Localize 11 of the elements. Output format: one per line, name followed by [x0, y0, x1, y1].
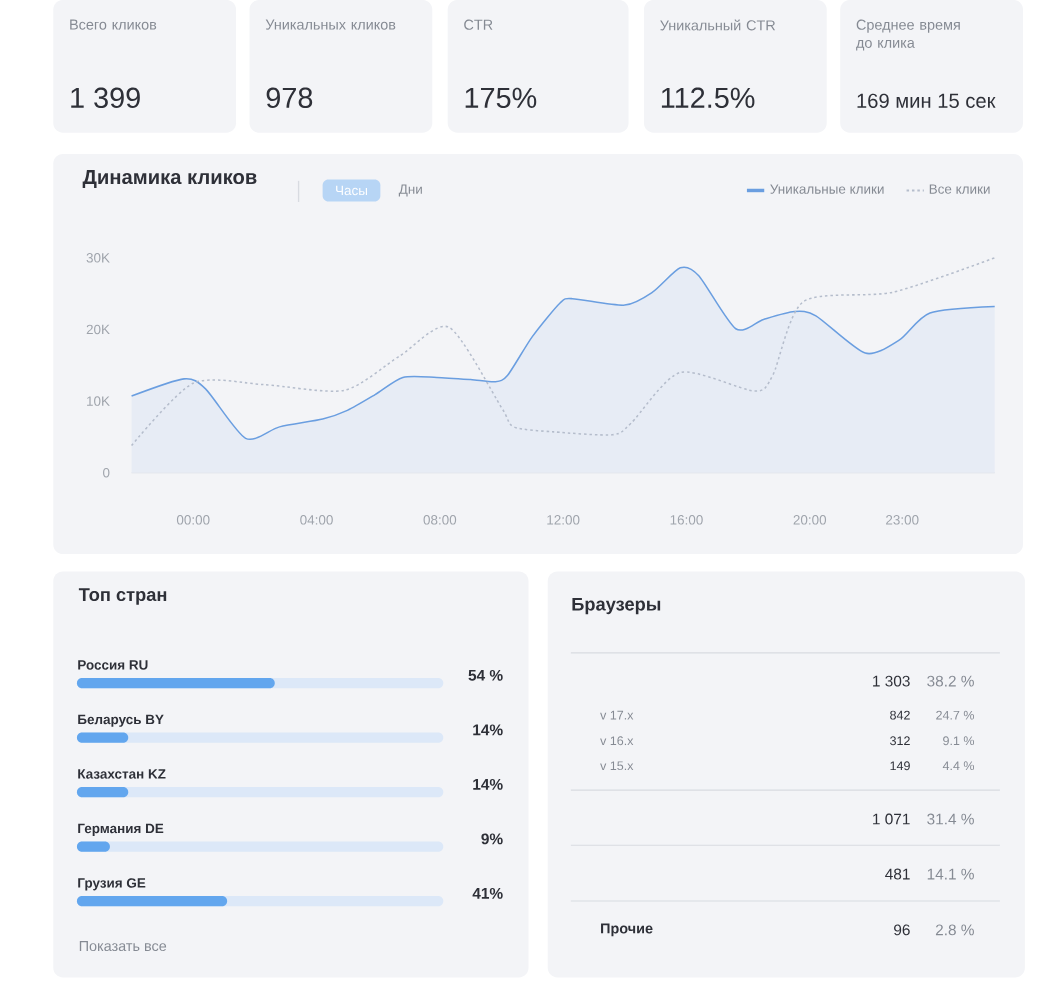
- text: 112.5%: [661, 87, 755, 108]
- text: 169 мин 15 сек: [857, 93, 996, 108]
- text: Браузеры: [572, 597, 661, 615]
- chart-title: Динамика кликов: [82, 169, 257, 188]
- chart-title: Топ стран: [78, 588, 167, 605]
- bar: [76, 786, 129, 798]
- text: 175%: [465, 87, 537, 108]
- line-series: [130, 256, 996, 447]
- text: 1 399: [71, 87, 140, 108]
- text: 978: [266, 87, 313, 108]
- bar: [76, 732, 129, 743]
